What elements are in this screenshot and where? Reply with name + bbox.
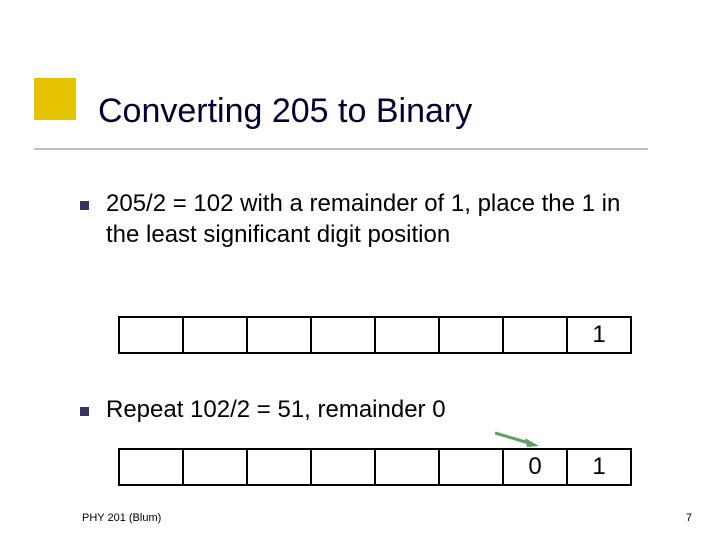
bullet-text-1: 205/2 = 102 with a remainder of 1, place…	[106, 188, 626, 250]
bit-cell: 1	[567, 449, 631, 485]
bullet-marker	[80, 201, 89, 210]
bit-cell	[247, 449, 311, 485]
bit-cell	[375, 449, 439, 485]
bit-cell	[183, 449, 247, 485]
bit-cell	[439, 317, 503, 353]
bits-table-1: 1	[118, 316, 632, 354]
bit-cell	[503, 317, 567, 353]
bit-cell	[439, 449, 503, 485]
footer-course: PHY 201 (Blum)	[82, 512, 161, 524]
bit-cell	[375, 317, 439, 353]
title-accent-block	[34, 78, 76, 120]
bit-cell: 0	[503, 449, 567, 485]
bit-cell: 1	[567, 317, 631, 353]
arrow-icon	[491, 429, 539, 447]
bit-cell	[311, 449, 375, 485]
bit-cell	[119, 317, 183, 353]
bit-cell	[311, 317, 375, 353]
bit-cell	[247, 317, 311, 353]
bit-cell	[183, 317, 247, 353]
slide-number: 7	[686, 512, 692, 524]
title-underline	[34, 148, 648, 150]
bullet-marker	[80, 407, 89, 416]
slide-title: Converting 205 to Binary	[98, 92, 472, 131]
bits-table-2: 0 1	[118, 448, 632, 486]
bullet-text-2: Repeat 102/2 = 51, remainder 0	[106, 394, 626, 425]
bit-cell	[119, 449, 183, 485]
